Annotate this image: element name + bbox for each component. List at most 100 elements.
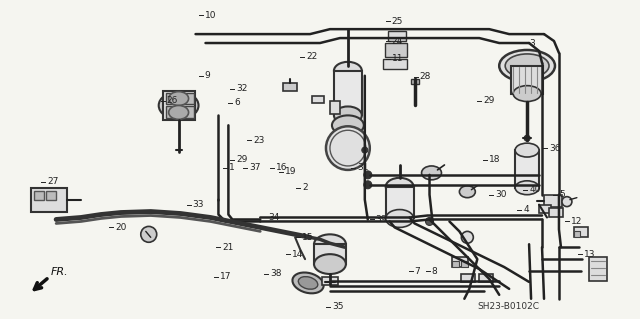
Bar	[330, 100, 340, 115]
Text: 26: 26	[166, 96, 178, 105]
Text: 17: 17	[220, 272, 232, 281]
Bar	[479, 274, 493, 282]
Text: 36: 36	[549, 144, 561, 152]
Bar	[589, 257, 607, 281]
Text: 5: 5	[559, 190, 564, 199]
Ellipse shape	[386, 210, 413, 227]
Bar	[452, 261, 460, 267]
Bar	[461, 261, 468, 267]
Text: 11: 11	[392, 54, 403, 63]
Text: 9: 9	[205, 71, 211, 80]
Circle shape	[141, 226, 157, 242]
Bar	[386, 187, 413, 219]
Ellipse shape	[314, 254, 346, 274]
Bar	[312, 96, 324, 103]
Ellipse shape	[314, 234, 346, 254]
Ellipse shape	[159, 92, 198, 119]
Ellipse shape	[169, 106, 189, 119]
Text: 28: 28	[420, 72, 431, 81]
Bar	[163, 91, 195, 120]
Text: 38: 38	[270, 270, 282, 278]
Bar	[388, 31, 406, 41]
Text: FR.: FR.	[51, 267, 68, 277]
Bar	[46, 191, 56, 200]
Text: 2: 2	[302, 183, 308, 192]
Circle shape	[364, 171, 372, 179]
Bar	[452, 257, 468, 267]
Bar	[334, 71, 362, 115]
Text: 16: 16	[276, 163, 288, 173]
Text: 25: 25	[392, 17, 403, 26]
Text: 20: 20	[115, 223, 126, 232]
Circle shape	[362, 147, 368, 153]
Ellipse shape	[515, 181, 539, 195]
Text: 6: 6	[234, 98, 240, 107]
Bar	[515, 150, 539, 188]
Ellipse shape	[298, 277, 318, 289]
Circle shape	[562, 197, 572, 207]
Bar	[31, 188, 67, 211]
Bar	[166, 93, 193, 105]
Bar	[166, 107, 193, 118]
Ellipse shape	[513, 85, 541, 101]
Text: 19: 19	[285, 167, 297, 176]
Text: 10: 10	[205, 11, 216, 20]
Circle shape	[332, 278, 338, 284]
Text: 21: 21	[223, 243, 234, 252]
Text: 32: 32	[236, 84, 248, 93]
Ellipse shape	[460, 186, 476, 198]
Ellipse shape	[499, 50, 555, 82]
Bar	[322, 277, 338, 285]
Bar	[314, 244, 346, 264]
Text: 13: 13	[584, 250, 595, 259]
Text: 29: 29	[236, 155, 248, 165]
Text: 31: 31	[357, 163, 369, 173]
Text: 15: 15	[302, 233, 314, 242]
Text: 23: 23	[253, 136, 265, 145]
Ellipse shape	[169, 92, 189, 106]
Circle shape	[364, 181, 372, 189]
Ellipse shape	[422, 166, 442, 180]
Text: 8: 8	[431, 266, 437, 276]
Text: 22: 22	[306, 52, 317, 61]
Ellipse shape	[386, 178, 413, 196]
Ellipse shape	[292, 272, 324, 293]
Ellipse shape	[334, 107, 362, 124]
Text: 18: 18	[489, 155, 500, 165]
Bar	[385, 43, 406, 57]
Text: 39: 39	[376, 215, 387, 224]
Bar	[383, 59, 406, 69]
Bar	[411, 79, 419, 84]
Text: 40: 40	[529, 185, 540, 194]
Bar	[539, 204, 551, 212]
Bar	[511, 66, 543, 93]
Circle shape	[426, 218, 433, 226]
Text: 7: 7	[415, 266, 420, 276]
Bar	[461, 274, 476, 282]
Text: 29: 29	[483, 96, 495, 105]
Text: 27: 27	[47, 177, 59, 186]
Bar	[574, 231, 580, 237]
Circle shape	[461, 231, 474, 243]
Bar	[283, 83, 297, 91]
Circle shape	[524, 135, 530, 141]
Ellipse shape	[334, 62, 362, 80]
Text: 12: 12	[571, 217, 582, 226]
Text: SH23-B0102C: SH23-B0102C	[477, 302, 540, 311]
Text: 33: 33	[193, 200, 204, 209]
Ellipse shape	[332, 115, 364, 135]
Text: 24: 24	[392, 37, 403, 46]
Text: 3: 3	[529, 39, 535, 48]
Bar	[35, 191, 44, 200]
Bar	[549, 208, 563, 218]
Text: 4: 4	[523, 205, 529, 214]
Circle shape	[326, 126, 370, 170]
Text: 14: 14	[292, 250, 303, 259]
Text: 35: 35	[332, 302, 344, 311]
Text: 30: 30	[495, 190, 507, 199]
Ellipse shape	[505, 54, 549, 78]
Bar	[544, 195, 562, 207]
Text: 34: 34	[268, 213, 280, 222]
Text: 1: 1	[229, 163, 235, 173]
Bar	[574, 227, 588, 237]
